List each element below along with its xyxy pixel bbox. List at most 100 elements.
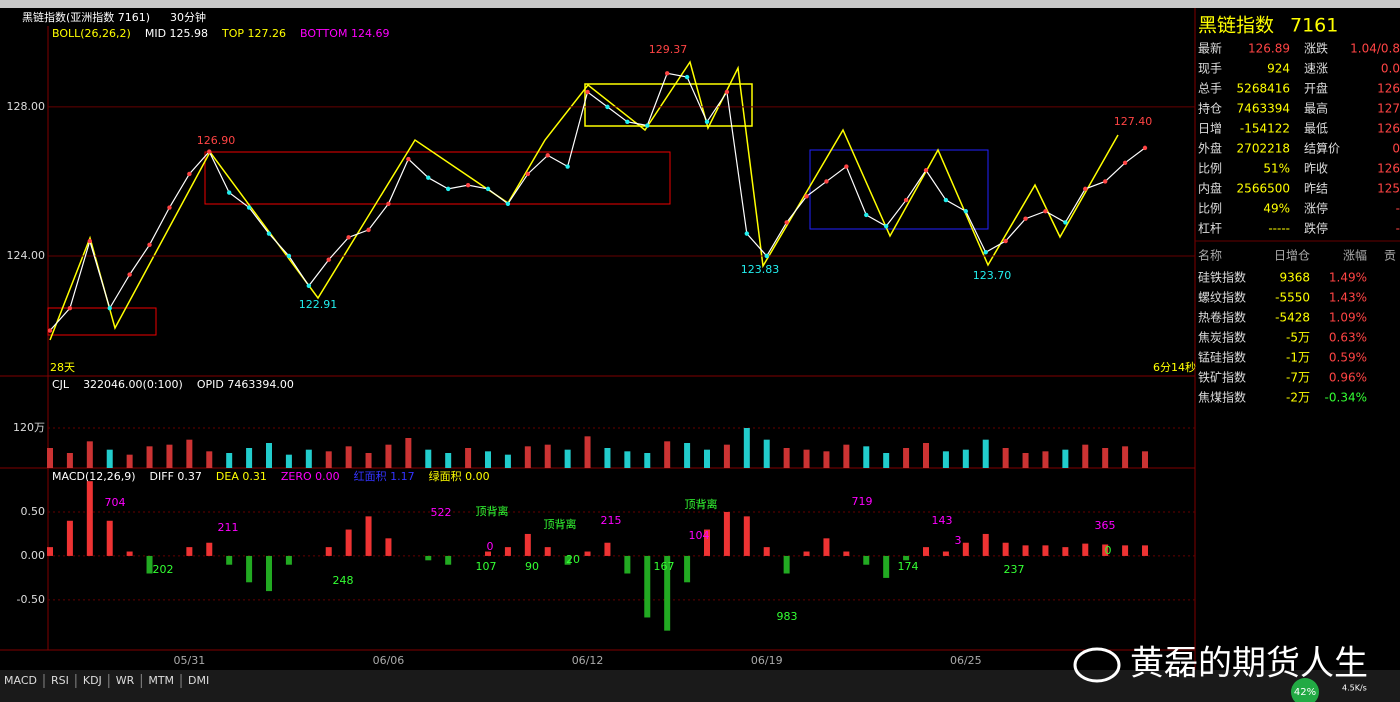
volume-bar [923, 443, 929, 468]
price-point [724, 89, 730, 95]
x-tick-label: 06/25 [950, 654, 982, 667]
indicator-label: BOLL(26,26,2) [52, 27, 131, 40]
x-tick-label: 06/06 [373, 654, 405, 667]
quote-cell: - [1396, 222, 1400, 236]
y-tick-label: 0.50 [21, 505, 46, 518]
volume-bar [942, 451, 949, 468]
macd-bar [385, 538, 392, 556]
volume-bar [504, 454, 511, 468]
sector-header: 日增仓 [1274, 249, 1310, 263]
sector-cell: 9368 [1279, 271, 1310, 285]
quote-cell: 5268416 [1237, 82, 1290, 96]
tab[interactable]: WR [116, 674, 135, 687]
price-point [744, 231, 750, 236]
y-tick-label: 128.00 [7, 100, 46, 113]
macd-bar [704, 529, 710, 556]
macd-annotation: 983 [777, 610, 798, 623]
volume-bar [445, 453, 452, 468]
sector-cell: 焦炭指数 [1198, 330, 1246, 345]
tab[interactable]: MACD [4, 674, 37, 687]
quote-cell: 最高 [1304, 101, 1328, 116]
macd-annotation: 0 [1105, 544, 1112, 557]
macd-bar [445, 555, 452, 565]
macd-annotation: 248 [333, 574, 354, 587]
volume-bar [1122, 446, 1129, 468]
indicator-label: OPID 7463394.00 [197, 378, 294, 391]
tab[interactable]: DMI [188, 674, 209, 687]
quote-cell: 1.04/0.8 [1350, 42, 1400, 56]
macd-bar [47, 547, 53, 556]
sector-cell: 铁矿指数 [1198, 370, 1246, 385]
macd-bar [863, 555, 870, 565]
range-box [584, 83, 753, 127]
price-line [49, 72, 1146, 331]
price-annotation: 123.83 [741, 263, 780, 276]
price-point [1003, 238, 1008, 244]
quote-cell: ----- [1268, 222, 1290, 236]
macd-bar [564, 555, 571, 565]
volume-bar [584, 436, 591, 468]
volume-bar [1022, 453, 1029, 468]
volume-bar [664, 441, 671, 468]
volume-bar [206, 451, 213, 468]
quote-cell: 2702218 [1237, 142, 1290, 156]
volume-bar [1082, 444, 1089, 468]
volume-bar [425, 449, 432, 468]
volume-bar [385, 444, 392, 468]
macd-annotation: 顶背离 [476, 504, 509, 518]
macd-bar [803, 551, 810, 556]
watermark: 黄磊的期货人生 [1130, 644, 1368, 684]
period[interactable]: 30分钟 [170, 10, 206, 24]
price-point [764, 253, 769, 259]
quote-cell: -154122 [1240, 122, 1290, 136]
price-annotation: 129.37 [649, 43, 688, 56]
macd-bar [1102, 544, 1109, 556]
macd-annotation: 20 [566, 553, 580, 566]
quote-cell: 涨跌 [1304, 41, 1328, 56]
tab[interactable]: MTM [148, 674, 174, 687]
sector-header: 名称 [1198, 248, 1222, 263]
indicator-label: DIFF 0.37 [150, 470, 202, 483]
macd-bar [604, 542, 611, 556]
price-point [246, 205, 252, 210]
macd-bar [246, 555, 253, 583]
volume-bar [1042, 451, 1049, 468]
tab[interactable]: KDJ [83, 674, 102, 687]
volume-bar [226, 453, 233, 468]
indicator-label: 322046.00(0:100) [83, 378, 183, 391]
macd-annotation: 顶背离 [685, 497, 718, 511]
volume-bar [485, 451, 491, 468]
header-title[interactable]: 黑链指数(亚洲指数 7161) [22, 10, 150, 24]
volume-bar [305, 449, 312, 468]
macd-bar [684, 555, 691, 583]
quote-cell: 外盘 [1198, 141, 1222, 156]
price-point [426, 175, 431, 180]
y-tick-label: 120万 [13, 421, 45, 434]
sector-cell: 0.96% [1329, 371, 1367, 385]
macd-bar [544, 547, 551, 556]
price-annotation: 127.40 [1114, 115, 1153, 128]
macd-annotation: 215 [601, 514, 622, 527]
macd-annotation: 107 [476, 560, 497, 573]
sector-cell: -5万 [1286, 331, 1310, 345]
indicator-label: DEA 0.31 [216, 470, 267, 483]
tab[interactable]: RSI [51, 674, 69, 687]
macd-bar [644, 555, 651, 618]
quote-cell: 现手 [1198, 62, 1222, 76]
macd-bar [783, 555, 790, 574]
macd-annotation: 365 [1095, 519, 1116, 532]
price-point [67, 305, 73, 311]
price-point [983, 250, 988, 255]
quote-cell: 跌停 [1304, 221, 1328, 236]
indicator-label: 红面积 1.17 [354, 470, 415, 483]
range-box [809, 149, 989, 230]
volume-bar [704, 449, 710, 468]
price-point [127, 272, 132, 277]
macd-bar [1062, 547, 1069, 556]
macd-bar [86, 481, 93, 556]
price-point [1023, 216, 1028, 221]
volume-bar [345, 446, 352, 468]
x-tick-label: 05/31 [174, 654, 206, 667]
price-point [326, 257, 331, 262]
price-point [306, 283, 312, 288]
